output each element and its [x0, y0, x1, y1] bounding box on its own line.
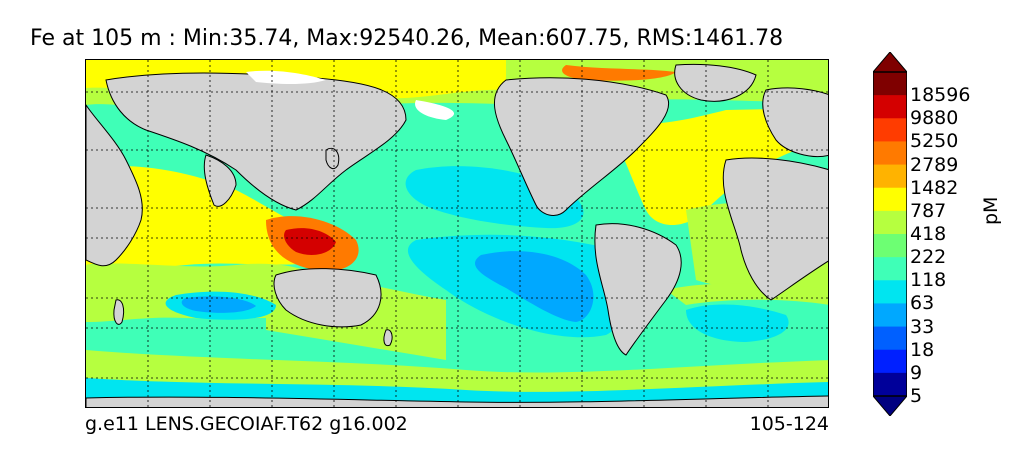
arctic-orange	[562, 65, 676, 81]
europe-land	[762, 87, 828, 157]
colorbar-segment	[873, 210, 907, 235]
map-svg	[86, 60, 828, 407]
colorbar-segment	[873, 280, 907, 304]
colorbar-segment	[873, 349, 907, 374]
colorbar-tick-label: 63	[910, 292, 935, 315]
map-title: Fe at 105 m : Min:35.74, Max:92540.26, M…	[30, 26, 784, 51]
colorbar-segment	[873, 326, 907, 351]
gridlines	[86, 60, 828, 407]
colorbar-segments	[873, 72, 907, 397]
ocean-map	[85, 59, 829, 408]
colorbar-segment	[873, 118, 907, 142]
colorbar-tick-label: 5250	[910, 130, 959, 153]
colorbar-segment	[873, 257, 907, 281]
colorbar-segment	[873, 187, 907, 212]
year-range: 105-124	[749, 413, 829, 435]
south-pacific-blue	[475, 251, 594, 322]
africa-east-land	[722, 157, 828, 301]
colorbar-tick-label: 33	[910, 315, 935, 338]
new-zealand-land	[383, 329, 393, 347]
madagascar-land	[113, 299, 125, 325]
colorbar-tick-label: 9	[910, 361, 923, 384]
colorbar-tick-label: 18	[910, 338, 935, 361]
indonesia-red	[284, 228, 336, 255]
colorbar-tick-label: 418	[910, 223, 947, 245]
indian-gyre-blue	[181, 296, 256, 313]
colorbar-tick-label: 2789	[910, 153, 959, 176]
indian-ocean-yellow	[86, 166, 326, 267]
colorbar	[873, 52, 907, 416]
case-name: g.e11 LENS.GECOIAF.T62 g16.002	[85, 413, 408, 435]
atlantic-gyre-cyan	[686, 304, 789, 342]
colorbar-units: pM	[980, 196, 1002, 225]
colorbar-tick-label: 787	[910, 199, 947, 222]
north-atlantic-yellow	[606, 108, 828, 225]
colorbar-tick-label: 118	[910, 269, 947, 292]
colorbar-tick-label: 5	[910, 385, 923, 407]
north-america-land	[493, 77, 670, 216]
colorbar-tick-label: 222	[910, 246, 947, 269]
colorbar-segment	[873, 72, 907, 96]
colorbar-over-triangle	[873, 52, 907, 73]
antarctica-land	[86, 395, 828, 407]
colorbar-segment	[873, 234, 907, 258]
india-land	[203, 154, 237, 207]
arctic-ice	[246, 70, 455, 120]
colorbar-tick-label: 18596	[910, 84, 971, 107]
colorbar-segment	[873, 95, 907, 119]
colorbar-tick-label: 1482	[910, 176, 959, 199]
greenland-land	[674, 63, 757, 102]
colorbar-segment	[873, 164, 907, 189]
colorbar-border	[873, 71, 907, 397]
africa-land	[86, 104, 143, 267]
colorbar-under-triangle	[873, 395, 907, 416]
colorbar-segment	[873, 372, 907, 397]
colorbar-segment	[873, 303, 907, 328]
japan-land	[325, 147, 340, 170]
land	[86, 63, 828, 407]
colorbar-tick-label: 9880	[910, 107, 959, 130]
colorbar-segment	[873, 141, 907, 166]
south-america-land	[594, 223, 682, 356]
